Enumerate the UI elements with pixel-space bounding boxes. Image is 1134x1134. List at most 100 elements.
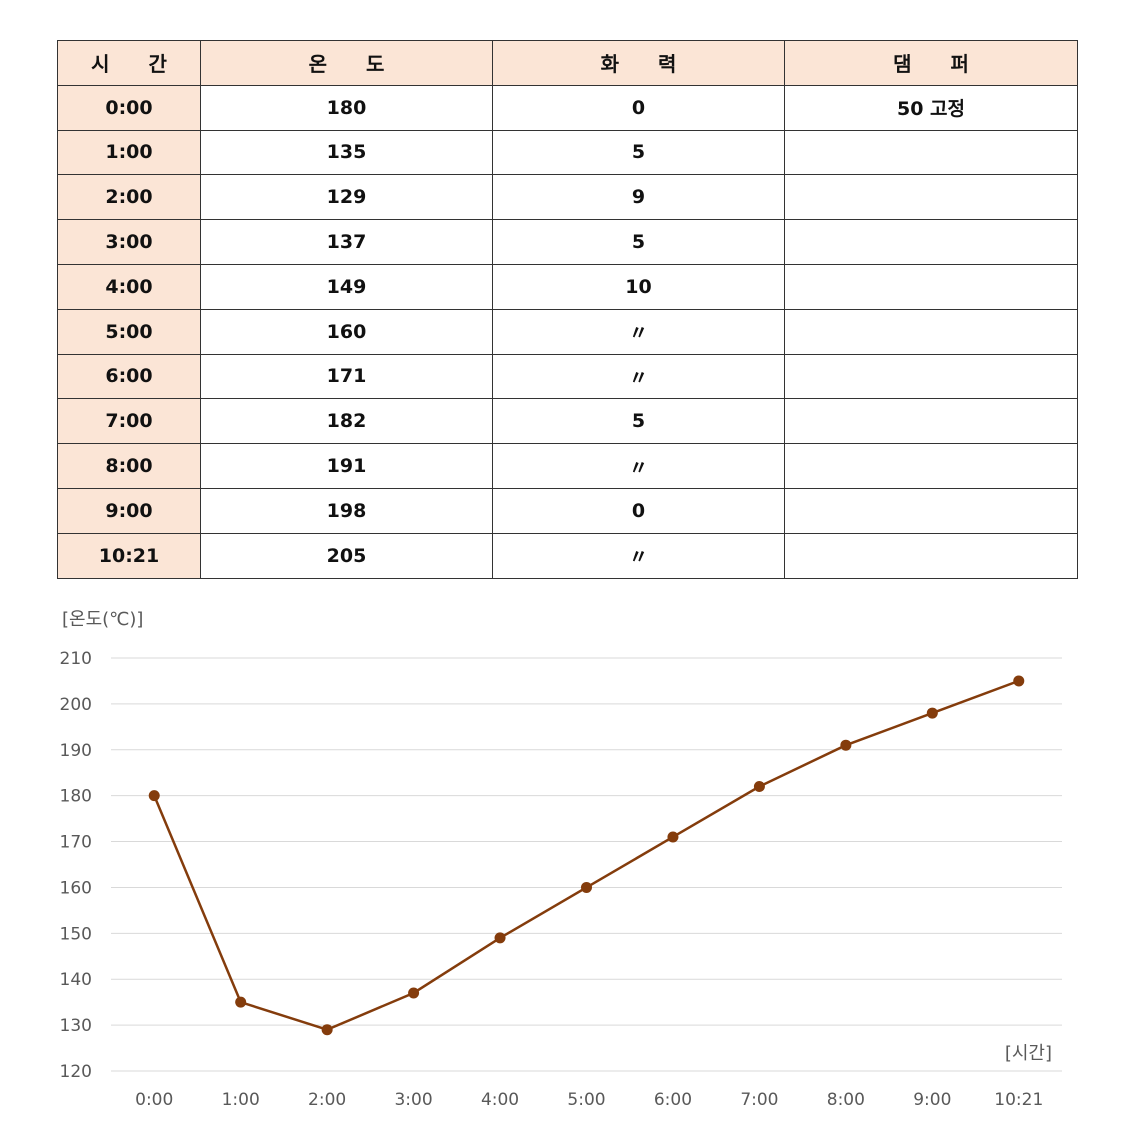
series-line [153, 679, 1020, 1032]
x-tick-label: 9:00 [913, 1090, 951, 1110]
x-tick-label: 5:00 [567, 1090, 605, 1110]
cell-damper [784, 129, 1078, 176]
cell-temperature: 198 [200, 487, 493, 534]
cell-time: 5:00 [57, 308, 201, 355]
header-heat-power: 화 력 [492, 40, 785, 86]
data-point [321, 1024, 333, 1036]
cell-heat-power: 5 [492, 219, 785, 265]
y-tick-label: 210 [60, 649, 92, 669]
gridlines [111, 657, 1062, 1072]
cell-damper [784, 532, 1078, 579]
cell-heat-power: 5 [492, 129, 785, 176]
cell-temperature: 205 [200, 532, 493, 579]
y-tick-label: 200 [60, 695, 92, 715]
cell-time: 1:00 [57, 129, 201, 176]
cell-heat-power: 〃 [492, 532, 785, 579]
y-tick-label: 160 [60, 878, 92, 898]
table-row: 3:00 137 5 [57, 219, 1078, 265]
y-tick-label: 130 [60, 1016, 92, 1036]
y-tick-label: 140 [60, 970, 92, 990]
cell-heat-power: 0 [492, 84, 785, 131]
data-point [753, 780, 765, 792]
header-damper: 댐 퍼 [784, 40, 1078, 86]
table-row: 8:00 191 〃 [57, 443, 1078, 489]
cell-heat-power: 5 [492, 398, 785, 445]
table-row: 1:00 135 5 [57, 129, 1078, 176]
table-row: 9:00 198 0 [57, 487, 1078, 534]
cell-temperature: 149 [200, 263, 493, 310]
cell-temperature: 135 [200, 129, 493, 176]
table-row: 10:21 205 〃 [57, 532, 1078, 579]
header-temperature: 온 도 [200, 40, 493, 86]
cell-time: 7:00 [57, 398, 201, 445]
x-tick-label: 1:00 [222, 1090, 260, 1110]
cell-temperature: 182 [200, 398, 493, 445]
cell-temperature: 180 [200, 84, 493, 131]
data-point [408, 987, 420, 999]
x-tick-label: 6:00 [654, 1090, 692, 1110]
cell-time: 9:00 [57, 487, 201, 534]
cell-time: 6:00 [57, 353, 201, 400]
cell-heat-power: 〃 [492, 443, 785, 489]
cell-damper [784, 443, 1078, 489]
x-axis-ticks: 0:00 1:00 2:00 3:00 4:00 5:00 6:00 7:00 8:00 9:00… [135, 1090, 1043, 1110]
cell-damper [784, 353, 1078, 400]
data-point [926, 707, 938, 719]
y-tick-label: 180 [60, 787, 92, 807]
cell-heat-power: 0 [492, 487, 785, 534]
y-axis-label: [온도(℃)] [62, 609, 143, 630]
cell-temperature: 191 [200, 443, 493, 489]
temperature-series [148, 675, 1025, 1036]
cell-temperature: 160 [200, 308, 493, 355]
cell-time: 10:21 [57, 532, 201, 579]
data-point [1013, 675, 1025, 687]
cell-temperature: 129 [200, 174, 493, 221]
cell-damper [784, 308, 1078, 355]
header-time: 시 간 [57, 40, 201, 86]
table-row: 4:00 149 10 [57, 263, 1078, 310]
data-point [494, 932, 506, 944]
cell-time: 8:00 [57, 443, 201, 489]
cell-damper [784, 398, 1078, 445]
y-axis-ticks: 120 130 140 150 160 170 180 190 200 210 [60, 649, 92, 1082]
cell-damper [784, 219, 1078, 265]
table-header-row: 시 간 온 도 화 력 댐 퍼 [57, 40, 1078, 86]
x-tick-label: 7:00 [740, 1090, 778, 1110]
x-tick-label: 3:00 [394, 1090, 432, 1110]
data-point [840, 739, 852, 751]
cell-damper [784, 487, 1078, 534]
cell-time: 2:00 [57, 174, 201, 221]
data-point [667, 831, 679, 843]
cell-temperature: 171 [200, 353, 493, 400]
y-tick-label: 190 [60, 741, 92, 761]
y-tick-label: 120 [60, 1062, 92, 1082]
cell-damper [784, 174, 1078, 221]
temperature-line-chart: 120 130 140 150 160 170 180 190 200 210 0:00 1:00 2… [60, 609, 1062, 1110]
x-tick-label: 4:00 [481, 1090, 519, 1110]
x-tick-label: 10:21 [994, 1090, 1043, 1110]
cell-heat-power: 10 [492, 263, 785, 310]
cell-heat-power: 9 [492, 174, 785, 221]
data-point [148, 790, 160, 802]
cell-time: 0:00 [57, 84, 201, 131]
cell-time: 3:00 [57, 219, 201, 265]
table-row: 2:00 129 9 [57, 174, 1078, 221]
data-point [235, 996, 247, 1008]
x-tick-label: 2:00 [308, 1090, 346, 1110]
y-tick-label: 150 [60, 924, 92, 944]
table-row: 6:00 171 〃 [57, 353, 1078, 400]
table-row: 7:00 182 5 [57, 398, 1078, 445]
x-axis-label: [시간] [1005, 1043, 1052, 1064]
cell-damper: 50 고정 [784, 84, 1078, 131]
cell-time: 4:00 [57, 263, 201, 310]
data-point [581, 881, 592, 893]
table-row: 5:00 160 〃 [57, 308, 1078, 355]
cell-temperature: 137 [200, 219, 493, 265]
cell-damper [784, 263, 1078, 310]
cell-heat-power: 〃 [492, 308, 785, 355]
cell-heat-power: 〃 [492, 353, 785, 400]
roast-log-table: 시 간 온 도 화 력 댐 퍼 0:00 180 0 50 고정 1:00 135 5 2:0… [57, 40, 1078, 579]
x-tick-label: 0:00 [135, 1090, 173, 1110]
table-row: 0:00 180 0 50 고정 [57, 84, 1078, 131]
y-tick-label: 170 [60, 833, 92, 853]
